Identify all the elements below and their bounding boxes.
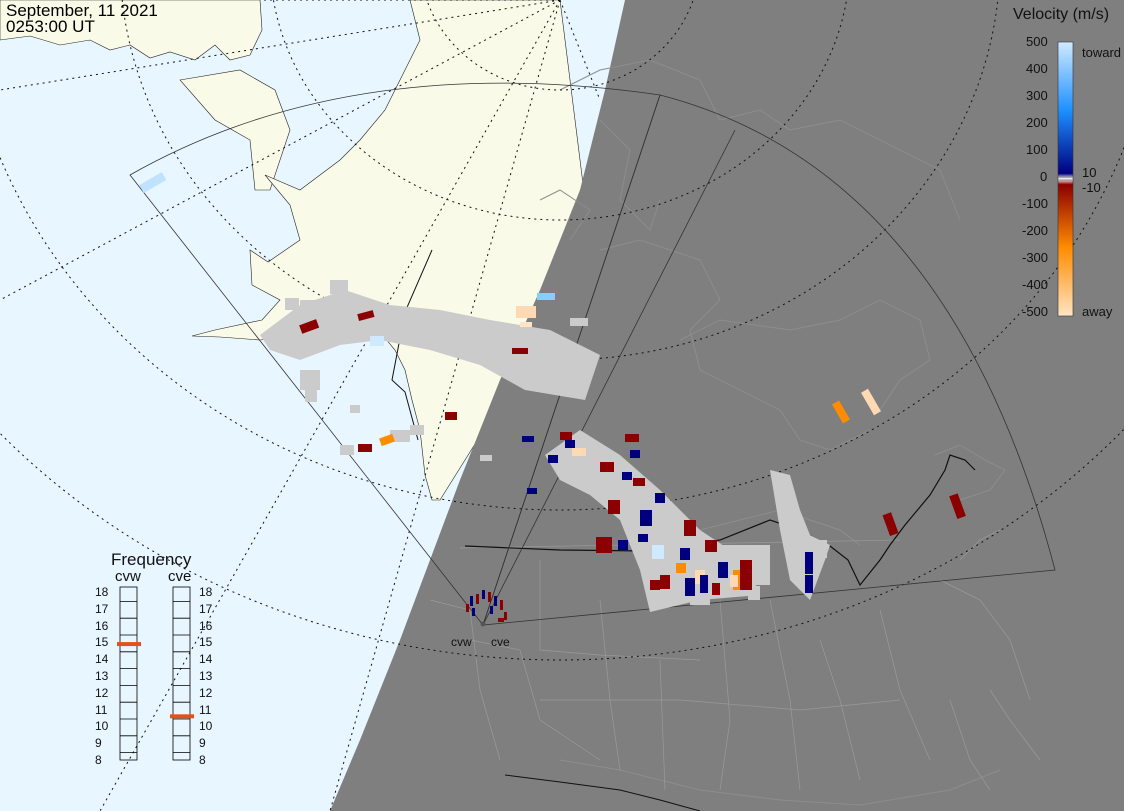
land-alaska [191,0,586,501]
night-coastlines [539,59,1006,806]
cve-frequency-indicator [170,714,194,719]
legend-neg-threshold: -10 [1082,180,1101,195]
land-chukotka [179,69,291,191]
legend-tick: 500 [1026,34,1048,49]
cve-label: cve [168,568,192,585]
cvw-frequency-tick: 8 [95,753,102,767]
cve-frequency-tick: 11 [199,702,212,717]
cvw-frequency-tick: 10 [95,719,109,734]
cvw-frequency-tick: 18 [95,585,109,599]
radar-fov [129,82,1056,626]
legend-away-label: away [1082,304,1113,319]
legend-tick: -300 [1022,250,1049,265]
cve-frequency-tick: 8 [199,753,206,767]
legend-tick: 300 [1026,88,1048,103]
cve-frequency-tick: 10 [199,719,213,734]
cve-frequency-tick: 13 [199,669,213,683]
cvw-frequency-tick: 9 [95,736,102,751]
ground-scatter [260,280,830,612]
cvw-frequency-indicator [117,642,141,647]
cve-frequency-tick: 15 [199,635,213,650]
cvw-frequency-tick: 15 [95,635,109,650]
us-mexico-border [504,774,701,811]
cvw-frequency-tick: 16 [95,618,109,633]
cvw-frequency-bar [119,586,138,761]
legend-tick: 200 [1026,115,1048,130]
land-northeast-siberia [0,0,263,61]
legend-title: Velocity (m/s) [1013,6,1110,23]
velocity-colorbar [1057,41,1074,317]
alaska-canada-border [391,249,433,441]
legend-tick: 100 [1026,142,1048,157]
cvw-frequency-tick: 11 [95,702,108,717]
frequency-title: Frequency [111,550,192,569]
site-label-cve: cve [491,635,510,649]
cve-frequency-tick: 12 [199,685,213,700]
admin-boundaries [429,529,1041,791]
cvw-frequency-tick: 17 [95,601,109,616]
velocity-cells [139,172,966,596]
legend-tick: -200 [1022,223,1049,238]
cvw-fov-outline [129,82,661,626]
cvw-frequency-tick: 12 [95,685,109,700]
radar-site-fans [466,590,507,627]
cvw-frequency-tick: 14 [95,652,109,667]
cve-frequency-bar [172,586,191,761]
cvw-frequency-tick: 13 [95,669,109,683]
frequency-gauges [117,586,194,761]
legend-tick: -400 [1022,277,1049,292]
cvw-label: cvw [115,568,141,585]
site-label-cvw: cvw [451,635,472,649]
date-label: September, 11 2021 [6,1,158,20]
cve-frequency-tick: 14 [199,652,213,667]
legend-tick: -500 [1022,304,1049,319]
legend-tick: 0 [1040,169,1048,184]
night-side [330,0,1124,811]
cve-fov-outline [482,94,1056,626]
cve-frequency-tick: 17 [199,601,213,616]
legend-toward-label: toward [1082,45,1122,60]
legend-tick: -100 [1022,196,1049,211]
legend-pos-threshold: 10 [1082,165,1097,180]
cve-frequency-tick: 18 [199,585,213,599]
cve-frequency-tick: 16 [199,618,213,633]
legend-tick: 400 [1026,61,1048,76]
time-label: 0253:00 UT [6,17,95,36]
cve-frequency-tick: 9 [199,736,206,751]
